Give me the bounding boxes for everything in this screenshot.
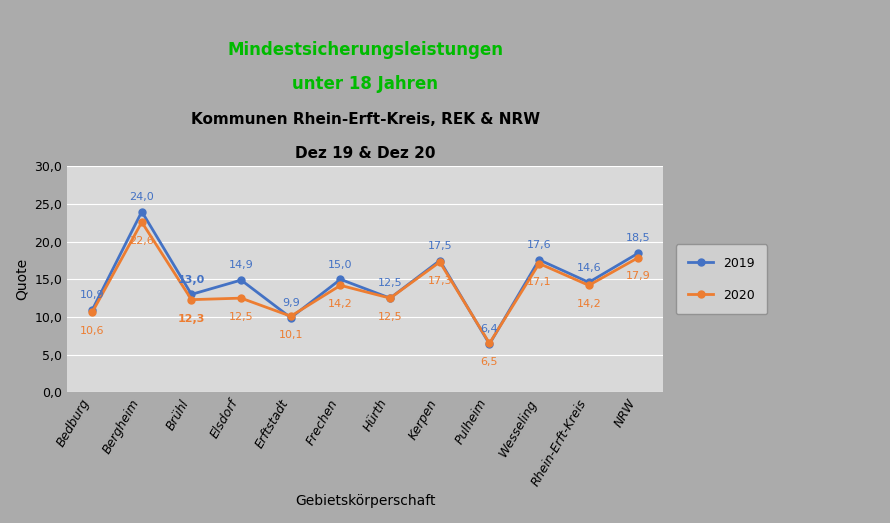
Text: Dez 19 & Dez 20: Dez 19 & Dez 20 bbox=[295, 146, 435, 161]
2019 bbox=[434, 257, 445, 264]
Text: 12,5: 12,5 bbox=[378, 278, 402, 288]
2019 bbox=[336, 276, 346, 282]
2019 bbox=[534, 257, 545, 263]
Text: 24,0: 24,0 bbox=[129, 192, 154, 202]
Text: 6,4: 6,4 bbox=[481, 324, 498, 334]
2020 bbox=[384, 295, 395, 301]
2020 bbox=[136, 219, 147, 225]
2020 bbox=[633, 254, 643, 260]
Text: 15,0: 15,0 bbox=[328, 259, 352, 269]
Text: 17,5: 17,5 bbox=[427, 241, 452, 251]
Legend: 2019, 2020: 2019, 2020 bbox=[676, 244, 767, 314]
Text: 12,5: 12,5 bbox=[378, 312, 402, 322]
Text: 9,9: 9,9 bbox=[282, 298, 300, 308]
2019 bbox=[87, 307, 98, 313]
Text: Mindestsicherungsleistungen: Mindestsicherungsleistungen bbox=[227, 41, 504, 59]
Text: 14,9: 14,9 bbox=[229, 260, 254, 270]
2020 bbox=[236, 295, 247, 301]
2019 bbox=[236, 277, 247, 283]
2019 bbox=[186, 291, 197, 298]
2019 bbox=[286, 314, 296, 321]
Text: 12,3: 12,3 bbox=[178, 313, 206, 324]
2020 bbox=[484, 340, 495, 346]
2019 bbox=[136, 209, 147, 215]
Text: 17,3: 17,3 bbox=[427, 276, 452, 286]
Text: 14,2: 14,2 bbox=[328, 299, 352, 309]
2019 bbox=[484, 341, 495, 347]
Text: unter 18 Jahren: unter 18 Jahren bbox=[292, 75, 438, 93]
Text: 17,6: 17,6 bbox=[527, 240, 552, 250]
Text: 22,6: 22,6 bbox=[129, 236, 154, 246]
Text: 12,5: 12,5 bbox=[229, 312, 254, 322]
2019 bbox=[633, 250, 643, 256]
2020 bbox=[87, 309, 98, 315]
Line: 2020: 2020 bbox=[89, 219, 642, 347]
2019 bbox=[384, 295, 395, 301]
Text: 10,9: 10,9 bbox=[80, 290, 104, 300]
Text: 14,2: 14,2 bbox=[577, 299, 601, 309]
2019 bbox=[584, 279, 595, 286]
Text: 10,6: 10,6 bbox=[80, 326, 104, 336]
Line: 2019: 2019 bbox=[89, 208, 642, 347]
Text: 6,5: 6,5 bbox=[481, 357, 498, 367]
2020 bbox=[336, 282, 346, 289]
2020 bbox=[434, 259, 445, 265]
Text: 14,6: 14,6 bbox=[577, 263, 601, 272]
Text: 17,9: 17,9 bbox=[626, 271, 651, 281]
Text: 10,1: 10,1 bbox=[279, 330, 303, 340]
2020 bbox=[186, 297, 197, 303]
2020 bbox=[534, 260, 545, 267]
Text: 13,0: 13,0 bbox=[178, 275, 205, 285]
X-axis label: Gebietskörperschaft: Gebietskörperschaft bbox=[295, 494, 435, 508]
Text: 18,5: 18,5 bbox=[627, 233, 651, 243]
Y-axis label: Quote: Quote bbox=[15, 258, 29, 300]
Text: 17,1: 17,1 bbox=[527, 277, 552, 288]
2020 bbox=[286, 313, 296, 320]
Text: Kommunen Rhein-Erft-Kreis, REK & NRW: Kommunen Rhein-Erft-Kreis, REK & NRW bbox=[190, 112, 540, 127]
2020 bbox=[584, 282, 595, 289]
